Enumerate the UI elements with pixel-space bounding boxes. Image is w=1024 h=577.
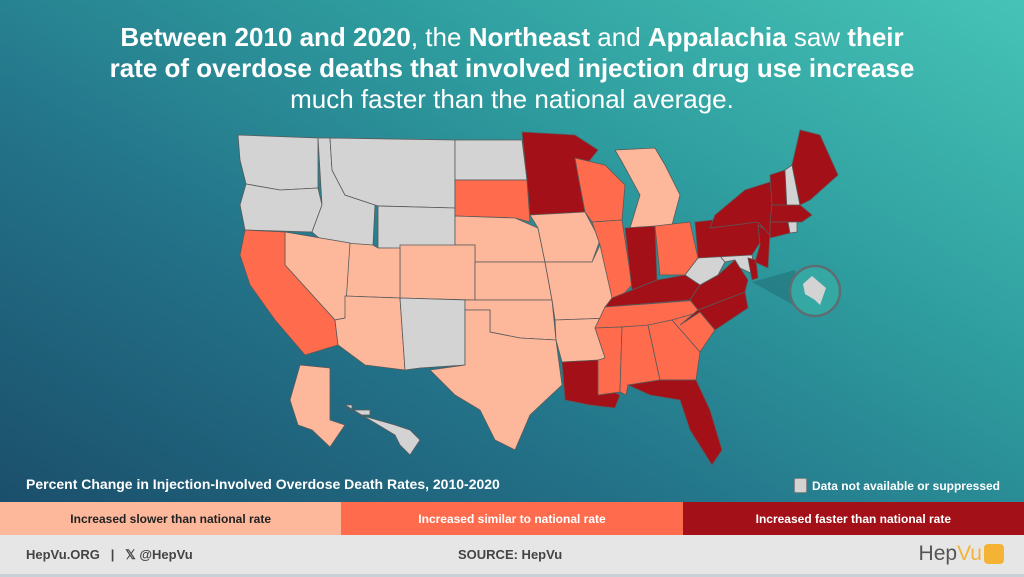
legend-similar: Increased similar to national rate <box>341 502 683 535</box>
headline-part: much faster than the national average. <box>290 84 734 114</box>
state-TX <box>429 309 563 451</box>
source-text: SOURCE: HepVu <box>458 547 563 562</box>
state-WA <box>237 134 319 191</box>
state-WY <box>377 205 456 251</box>
headline: Between 2010 and 2020, the Northeast and… <box>100 22 924 115</box>
state-CA <box>239 229 339 356</box>
headline-part: Between 2010 and 2020 <box>120 22 411 52</box>
state-UT <box>344 242 401 299</box>
state-FL <box>626 379 723 466</box>
na-swatch <box>793 478 807 493</box>
dc-callout <box>752 264 842 318</box>
color-legend: Increased slower than national rate Incr… <box>0 502 1024 535</box>
map-subtitle: Percent Change in Injection-Involved Ove… <box>26 476 500 492</box>
state-ND <box>454 139 528 181</box>
state-CT <box>769 221 791 239</box>
headline-part: their rate of overdose deaths that invol… <box>109 22 915 83</box>
state-ME <box>791 129 839 206</box>
hepvu-logo: Hep Vu <box>919 542 1004 566</box>
headline-part: Northeast <box>468 22 591 52</box>
social-link[interactable]: 𝕏 @HepVu <box>125 547 193 562</box>
na-legend: Data not available or suppressed <box>793 478 1000 493</box>
site-link[interactable]: HepVu.ORG <box>26 547 100 562</box>
state-DC <box>803 276 826 305</box>
state-MA <box>769 204 813 223</box>
headline-part: and <box>590 22 648 52</box>
state-CO <box>399 244 476 301</box>
state-GA <box>647 319 701 381</box>
headline-part: saw <box>786 22 848 52</box>
us-map-icon <box>984 544 1004 564</box>
us-map <box>237 129 842 466</box>
logo-text: Hep <box>918 542 958 565</box>
separator: | <box>110 547 115 562</box>
state-RI <box>787 221 798 234</box>
state-HI <box>343 404 421 456</box>
state-VT <box>769 169 788 211</box>
logo-text-accent: Vu <box>957 542 982 565</box>
state-SD <box>454 179 531 223</box>
state-KS <box>474 261 553 301</box>
state-DE <box>747 257 759 281</box>
legend-slower: Increased slower than national rate <box>0 502 342 535</box>
footer-links: HepVu.ORG | 𝕏 @HepVu <box>26 547 193 563</box>
headline-part: , the <box>410 22 469 52</box>
headline-part: Appalachia <box>647 22 787 52</box>
na-label: Data not available or suppressed <box>811 478 1000 493</box>
legend-faster: Increased faster than national rate <box>682 502 1024 535</box>
state-OR <box>239 183 323 233</box>
state-AK <box>289 364 346 448</box>
state-AZ <box>334 295 406 371</box>
state-NM <box>399 297 466 371</box>
state-MS <box>594 326 623 396</box>
footer: HepVu.ORG | 𝕏 @HepVu SOURCE: HepVu Hep Vu <box>0 535 1024 577</box>
